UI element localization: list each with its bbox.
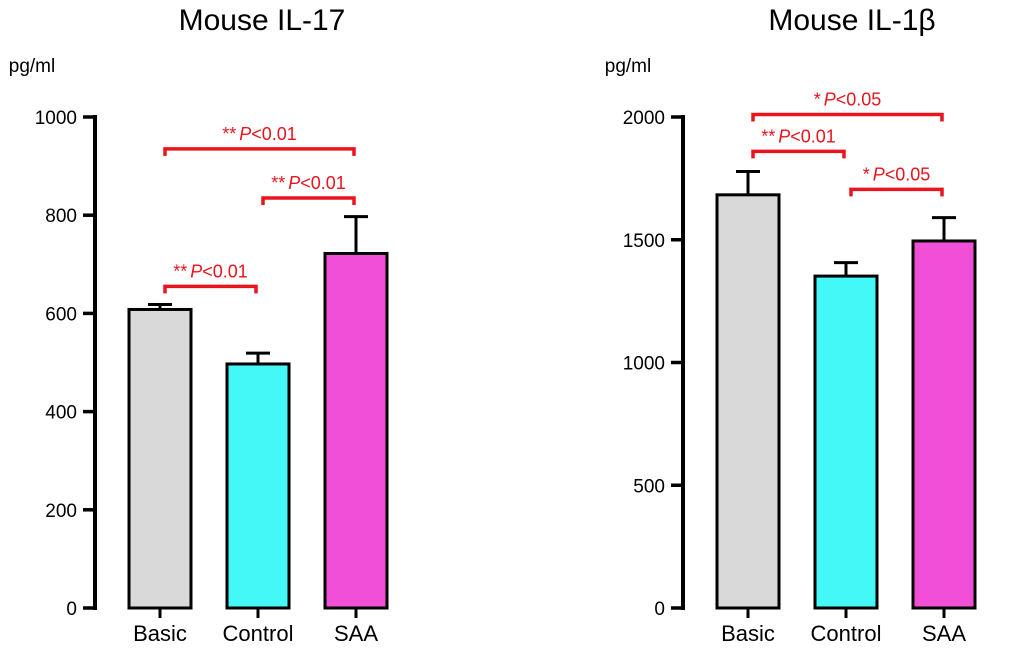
significance-bracket xyxy=(849,187,944,197)
significance-label: * P<0.05 xyxy=(863,164,931,184)
bar-saa xyxy=(911,239,977,610)
significance-stars: ** xyxy=(222,124,236,144)
significance-threshold: <0.01 xyxy=(790,126,836,146)
significance-stars: ** xyxy=(173,261,187,281)
chart-title: Mouse IL-1β xyxy=(768,4,935,37)
x-tick-label: Basic xyxy=(721,621,775,646)
significance-label: * P<0.05 xyxy=(814,90,882,110)
significance-bracket xyxy=(163,147,356,156)
significance-bracket xyxy=(261,196,356,206)
significance-bracket xyxy=(163,284,258,294)
significance-stars: ** xyxy=(761,126,775,146)
bar-control xyxy=(813,274,879,610)
chart-title: Mouse IL-17 xyxy=(179,4,346,37)
y-tick-label: 0 xyxy=(654,599,665,620)
y-tick-label: 200 xyxy=(45,501,77,522)
y-axis-unit: pg/ml xyxy=(605,56,651,77)
y-tick-label: 600 xyxy=(45,304,77,325)
y-tick-label: 1500 xyxy=(623,231,665,252)
significance-p: P xyxy=(778,126,790,146)
significance-stars: ** xyxy=(271,173,285,193)
significance-stars: * xyxy=(814,90,821,110)
y-tick-label: 400 xyxy=(45,403,77,424)
y-tick-label: 2000 xyxy=(623,108,665,129)
significance-threshold: <0.05 xyxy=(885,164,931,184)
significance-stars: * xyxy=(863,164,870,184)
y-tick-label: 800 xyxy=(45,206,77,227)
significance-threshold: <0.05 xyxy=(836,90,882,110)
bar-basic xyxy=(127,307,193,610)
y-tick-label: 0 xyxy=(66,599,77,620)
bar-saa xyxy=(323,251,389,610)
x-tick-label: SAA xyxy=(922,621,966,646)
x-tick-label: Control xyxy=(223,621,294,646)
significance-threshold: <0.01 xyxy=(300,173,346,193)
significance-p: P xyxy=(239,124,251,144)
significance-label: ** P<0.01 xyxy=(271,173,346,193)
significance-threshold: <0.01 xyxy=(202,261,248,281)
chart-2: Mouse IL-1β pg/ml 0 500 1000 1500 2000 Basic Con… xyxy=(605,4,977,646)
significance-p: P xyxy=(190,261,202,281)
significance-p: P xyxy=(288,173,300,193)
bar-basic xyxy=(715,193,781,610)
significance-threshold: <0.01 xyxy=(251,124,297,144)
x-tick-label: SAA xyxy=(334,621,378,646)
significance-bracket xyxy=(751,112,944,122)
significance-label: ** P<0.01 xyxy=(173,261,248,281)
significance-label: ** P<0.01 xyxy=(761,126,836,146)
bar-control xyxy=(225,362,291,610)
y-axis-unit: pg/ml xyxy=(9,56,55,77)
significance-bracket xyxy=(751,149,846,159)
significance-p: P xyxy=(873,164,885,184)
x-tick-label: Control xyxy=(811,621,882,646)
y-tick-label: 500 xyxy=(633,476,665,497)
x-tick-label: Basic xyxy=(133,621,187,646)
y-tick-label: 1000 xyxy=(35,108,77,129)
y-tick-label: 1000 xyxy=(623,354,665,375)
significance-p: P xyxy=(824,90,836,110)
chart-1: Mouse IL-17 pg/ml 0 200 400 600 800 1000 Basic Co… xyxy=(9,4,389,646)
significance-label: ** P<0.01 xyxy=(222,124,297,144)
